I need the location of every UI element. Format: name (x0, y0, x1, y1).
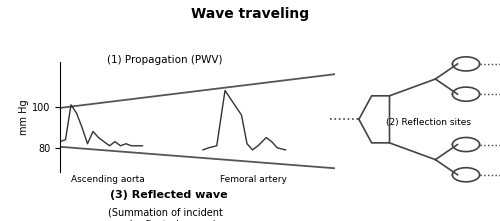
Y-axis label: mm Hg: mm Hg (19, 99, 29, 135)
Text: (3) Reflected wave: (3) Reflected wave (110, 190, 228, 200)
Text: (2) Reflection sites: (2) Reflection sites (386, 118, 471, 127)
Text: Wave traveling: Wave traveling (191, 7, 309, 21)
Text: Ascending aorta: Ascending aorta (71, 175, 145, 185)
Text: (1) Propagation (PWV): (1) Propagation (PWV) (107, 55, 222, 65)
Text: (Summation of incident
and reflected waves): (Summation of incident and reflected wav… (108, 208, 222, 221)
Text: Femoral artery: Femoral artery (220, 175, 286, 185)
